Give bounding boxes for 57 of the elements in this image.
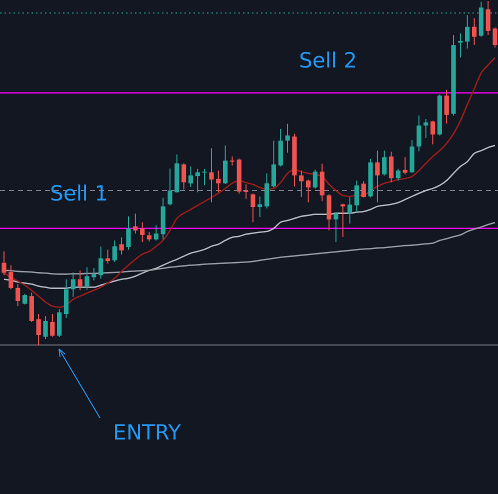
candlestick: [306, 179, 311, 203]
candlestick: [340, 203, 346, 238]
candlestick: [492, 26, 498, 48]
candlestick: [112, 240, 117, 263]
candlestick: [416, 115, 422, 152]
candlestick: [92, 267, 96, 281]
candlestick: [119, 236, 124, 256]
candlestick: [154, 224, 158, 241]
annotation: Sell 2: [299, 48, 357, 73]
candlestick: [347, 196, 352, 224]
candlestick: [140, 222, 145, 243]
candlestick: [168, 168, 172, 206]
candlestick: [2, 250, 6, 276]
candlestick: [299, 170, 304, 198]
candlestick: [195, 168, 200, 193]
candlestick: [250, 193, 256, 223]
candlestick: [264, 172, 270, 209]
candlestick: [285, 123, 290, 154]
candlestick: [202, 168, 207, 186]
candlestick: [222, 144, 228, 185]
candlestick: [424, 118, 428, 138]
candlestick: [146, 232, 152, 242]
candlestick: [209, 148, 214, 203]
candlestick: [382, 150, 387, 176]
candlestick: [182, 162, 186, 190]
candlestick: [334, 212, 338, 243]
candlestick: [8, 264, 14, 290]
candlestick: [312, 169, 318, 189]
candlestick: [396, 168, 400, 182]
candlestick: [465, 14, 470, 49]
candlestick: [36, 314, 41, 346]
candlestick: [22, 294, 28, 305]
candlestick: [244, 184, 248, 200]
annotation: Sell 1: [50, 182, 108, 206]
candlestick: [16, 284, 20, 307]
candlestick: [133, 213, 138, 234]
candlestick: [486, 0, 490, 36]
candlestick: [216, 170, 221, 193]
candlestick: [361, 180, 366, 198]
candlestick: [375, 150, 380, 203]
candlestick: [57, 308, 62, 338]
candlestick: [43, 316, 48, 340]
candlestick: [320, 163, 324, 202]
candlestick: [188, 166, 194, 188]
candlestick: [354, 180, 359, 213]
text: ENTRY: [113, 420, 182, 445]
candlestick: [98, 246, 104, 280]
candlestick: [430, 120, 436, 145]
candlestick: [444, 89, 449, 124]
candlestick: [271, 140, 276, 188]
candlestick: [472, 18, 477, 46]
candlestick: [78, 270, 82, 291]
candlestick: [126, 216, 131, 250]
candlestick: [50, 314, 55, 338]
candlestick: [70, 272, 76, 298]
candlestick: [388, 151, 394, 183]
candlestick: [84, 266, 90, 290]
